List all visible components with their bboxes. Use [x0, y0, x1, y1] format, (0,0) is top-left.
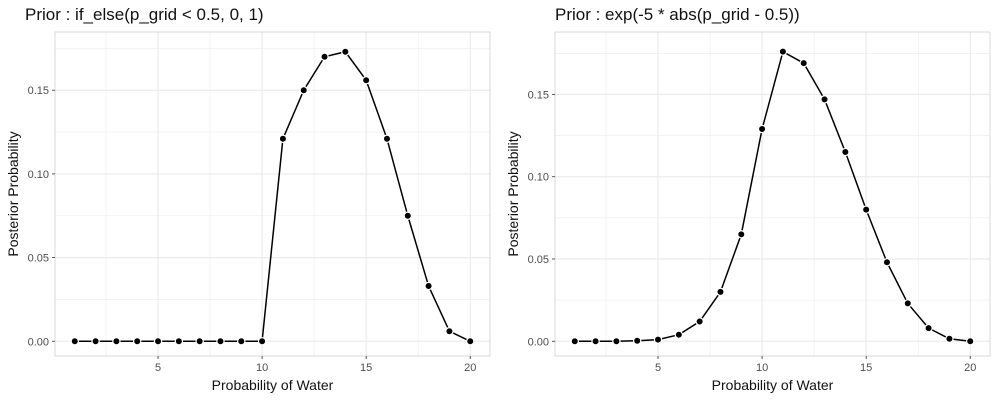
y-tick-label: 0.10 [528, 172, 549, 184]
data-point [70, 337, 79, 346]
data-point [341, 47, 350, 56]
data-point [257, 337, 267, 346]
data-point [320, 52, 329, 61]
data-point [112, 337, 121, 346]
y-axis-label: Posterior Probability [505, 131, 521, 256]
x-tick-label: 20 [464, 362, 476, 374]
data-point [841, 147, 850, 157]
x-axis-label: Probability of Water [212, 377, 334, 393]
data-point [737, 230, 746, 239]
y-tick-label: 0.15 [28, 85, 49, 97]
x-tick-label: 5 [655, 362, 661, 374]
x-tick-label: 5 [155, 362, 161, 374]
y-tick-label: 0.10 [28, 169, 49, 181]
panel-border [54, 31, 491, 357]
data-point [820, 95, 829, 104]
data-points [70, 47, 475, 346]
series-line [74, 51, 471, 343]
panel-border [554, 31, 991, 357]
x-tick-label: 10 [756, 362, 768, 374]
data-point [570, 337, 579, 346]
y-tick-label: 0.05 [28, 253, 49, 265]
data-points [570, 47, 975, 346]
chart-panel-1: 5 10 15 20 0.00 0.05 0.10 0.15 Prior : if_else(p… [5, 5, 491, 393]
data-point [403, 211, 412, 220]
data-point [299, 86, 308, 95]
data-point [945, 334, 954, 344]
data-point [861, 205, 871, 214]
data-point [778, 47, 788, 56]
data-point [445, 327, 454, 336]
data-point [633, 336, 642, 345]
x-axis-label: Probability of Water [712, 377, 834, 393]
data-point [91, 337, 100, 346]
axis-ticks: 5 10 15 20 0.00 0.05 0.10 0.15 [528, 89, 977, 374]
y-tick-label: 0.15 [528, 89, 549, 101]
data-point [882, 258, 892, 267]
data-point [757, 124, 767, 134]
data-point [174, 337, 184, 346]
data-point [799, 58, 808, 68]
x-tick-label: 15 [360, 362, 372, 374]
data-point [424, 281, 433, 291]
data-point [153, 337, 163, 346]
data-point [237, 337, 246, 346]
series-line [574, 50, 971, 343]
data-point [924, 323, 933, 333]
data-point [674, 330, 684, 339]
gridlines [55, 32, 490, 356]
data-point [695, 317, 704, 326]
data-point [361, 75, 371, 85]
chart-title: Prior : if_else(p_grid < 0.5, 0, 1) [25, 5, 264, 24]
data-point [466, 337, 475, 346]
data-point [382, 134, 392, 143]
y-axis-label: Posterior Probability [5, 131, 21, 256]
data-point [612, 337, 621, 346]
data-point [195, 337, 204, 346]
data-point [966, 337, 975, 346]
chart-title: Prior : exp(-5 * abs(p_grid - 0.5)) [555, 5, 800, 24]
data-point [591, 337, 600, 346]
axis-ticks: 5 10 15 20 0.00 0.05 0.10 0.15 [28, 85, 477, 374]
data-point [216, 337, 225, 346]
chart-panel-2: 5 10 15 20 0.00 0.05 0.10 0.15 Prior : exp(-5 * … [505, 5, 991, 393]
x-tick-label: 15 [860, 362, 872, 374]
data-point [133, 337, 142, 346]
data-point [903, 299, 912, 308]
x-tick-label: 10 [256, 362, 268, 374]
x-tick-label: 20 [964, 362, 976, 374]
y-tick-label: 0.00 [528, 336, 549, 348]
gridlines [555, 32, 990, 356]
data-point [278, 134, 288, 143]
data-point [716, 287, 725, 297]
y-tick-label: 0.00 [28, 336, 49, 348]
data-point [653, 335, 663, 344]
y-tick-label: 0.05 [528, 254, 549, 266]
